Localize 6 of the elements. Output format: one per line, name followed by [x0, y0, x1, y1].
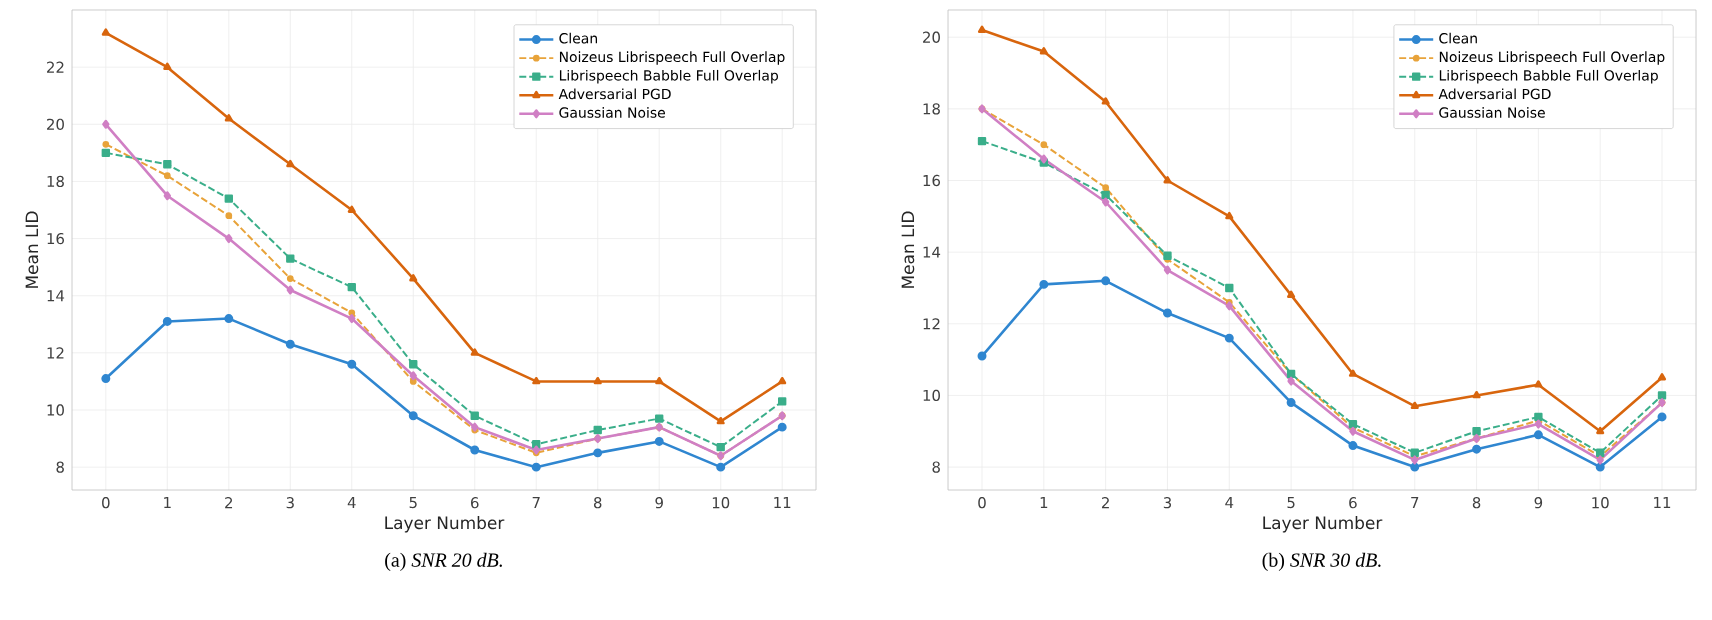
text: (b) SNR 30 dB.: [1262, 552, 1381, 571]
y-axis-title: Mean LID: [901, 211, 915, 288]
x-axis-title: Layer Number: [385, 516, 505, 533]
text: (a) SNR 20 dB.: [385, 552, 502, 571]
x-axis-title: Layer Number: [1263, 516, 1383, 533]
y-axis-title: Mean LID: [25, 211, 39, 288]
